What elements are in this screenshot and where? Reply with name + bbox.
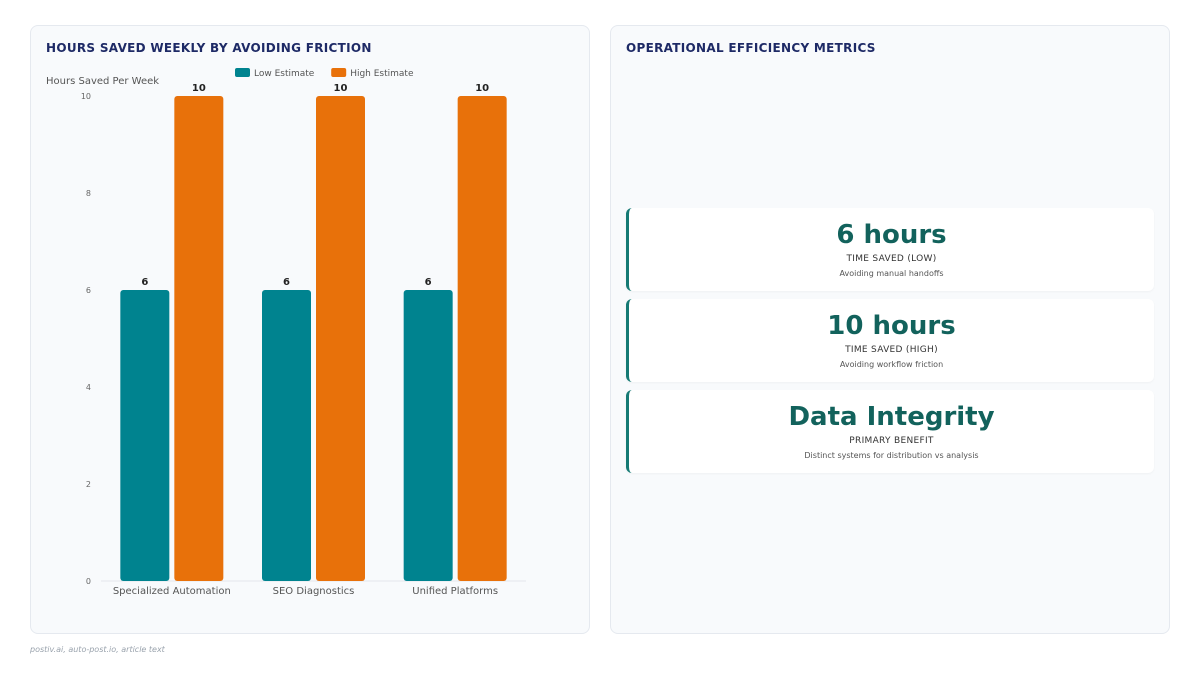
x-tick-label: Unified Platforms [412, 586, 498, 597]
bar-low-1 [262, 290, 311, 581]
metrics-title: OPERATIONAL EFFICIENCY METRICS [626, 41, 876, 55]
metric-description: Avoiding manual handoffs [839, 269, 944, 278]
metrics-list: 6 hours TIME SAVED (LOW) Avoiding manual… [626, 208, 1154, 481]
metric-value: 10 hours [827, 311, 956, 341]
metric-value: Data Integrity [788, 402, 995, 432]
metric-card-high: 10 hours TIME SAVED (HIGH) Avoiding work… [626, 299, 1154, 382]
y-tick-label: 6 [86, 286, 91, 295]
metric-label: TIME SAVED (LOW) [846, 254, 937, 264]
y-tick-label: 8 [86, 189, 91, 198]
y-axis-label: Hours Saved Per Week [46, 76, 159, 87]
bar-low-0 [120, 290, 170, 581]
data-label: 6 [283, 277, 290, 288]
metric-label: TIME SAVED (HIGH) [845, 345, 938, 355]
metrics-panel: OPERATIONAL EFFICIENCY METRICS 6 hours T… [610, 25, 1170, 634]
metric-description: Avoiding workflow friction [839, 360, 944, 369]
bar-chart: Hours Saved Per Week 0 2 4 6 8 10 Low Estimate H… [46, 68, 526, 597]
legend-label: Low Estimate [254, 69, 315, 79]
x-tick-label: Specialized Automation [113, 586, 231, 597]
chart-title: HOURS SAVED WEEKLY BY AVOIDING FRICTION [46, 41, 372, 55]
metric-card-benefit: Data Integrity PRIMARY BENEFIT Distinct … [626, 390, 1154, 473]
data-label: 10 [475, 83, 489, 94]
y-tick-label: 2 [86, 480, 91, 489]
metric-description: Distinct systems for distribution vs ana… [804, 451, 979, 460]
data-label: 6 [425, 277, 432, 288]
x-tick-label: SEO Diagnostics [273, 586, 355, 597]
legend-swatch-high [331, 68, 347, 77]
data-label: 6 [141, 277, 148, 288]
bar-high-0 [174, 96, 224, 581]
bar-high-2 [457, 96, 507, 581]
legend-label: High Estimate [350, 69, 414, 79]
bar-high-1 [316, 96, 365, 581]
data-label: 10 [192, 83, 206, 94]
legend-swatch-low [235, 68, 250, 77]
y-tick-label: 0 [86, 577, 91, 586]
bar-low-2 [403, 290, 453, 581]
y-tick-label: 4 [86, 383, 91, 392]
chart-panel: HOURS SAVED WEEKLY BY AVOIDING FRICTION … [30, 25, 590, 634]
metric-value: 6 hours [836, 220, 947, 250]
y-tick-label: 10 [81, 92, 91, 101]
source-note: postiv.ai, auto-post.io, article text [30, 645, 165, 654]
data-label: 10 [334, 83, 348, 94]
metric-card-low: 6 hours TIME SAVED (LOW) Avoiding manual… [626, 208, 1154, 291]
metric-label: PRIMARY BENEFIT [849, 436, 934, 446]
